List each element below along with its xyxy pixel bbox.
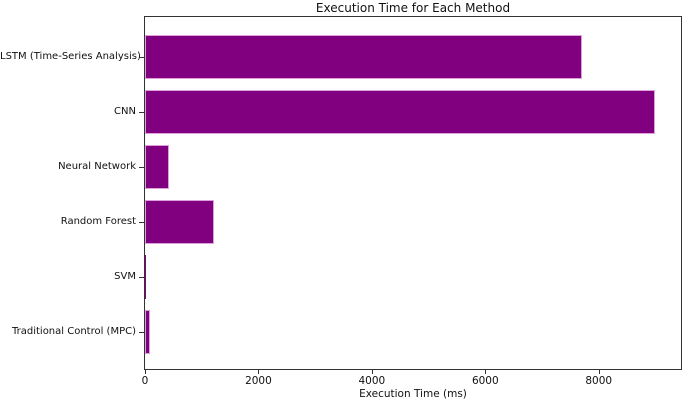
x-tick-label: 8000	[585, 375, 613, 387]
bar-lstm-time-series-analysis	[145, 34, 582, 79]
y-tick-label: Traditional Control (MPC)	[11, 325, 136, 337]
y-tick-label: Random Forest	[60, 215, 136, 227]
x-tick-mark	[258, 370, 260, 374]
bar-row	[145, 304, 681, 359]
bar-row	[145, 194, 681, 249]
x-tick-label: 2000	[245, 375, 272, 387]
plot-area	[144, 16, 682, 370]
y-tick-mark	[139, 111, 144, 113]
x-axis-label: Execution Time (ms)	[359, 388, 467, 400]
y-tick-mark	[139, 221, 144, 223]
y-tick-label: Neural Network	[58, 160, 136, 172]
y-tick-label: CNN	[114, 105, 136, 117]
x-tick-mark	[598, 370, 600, 374]
x-tick-label: 4000	[358, 375, 386, 387]
bar-row	[145, 29, 681, 84]
y-tick-label: LSTM (Time-Series Analysis)	[0, 50, 141, 62]
bar-traditional-control-mpc	[145, 309, 150, 354]
y-tick-mark	[139, 276, 144, 278]
bar-cnn	[145, 89, 656, 134]
chart-title: Execution Time for Each Method	[315, 1, 511, 15]
x-tick-mark	[145, 370, 146, 374]
bar-random-forest	[145, 199, 215, 244]
y-tick-mark	[139, 56, 144, 58]
y-tick-mark	[139, 331, 144, 333]
y-tick-mark	[139, 166, 144, 168]
bar-neural-network	[145, 144, 170, 189]
x-tick-label: 6000	[471, 375, 499, 387]
bar-row	[145, 84, 681, 139]
y-tick-label: SVM	[114, 270, 136, 282]
x-tick-mark	[485, 370, 487, 374]
x-tick-mark	[371, 370, 373, 374]
bar-row	[145, 139, 681, 194]
bar-row	[145, 249, 681, 304]
x-tick-label: 0	[141, 375, 149, 387]
